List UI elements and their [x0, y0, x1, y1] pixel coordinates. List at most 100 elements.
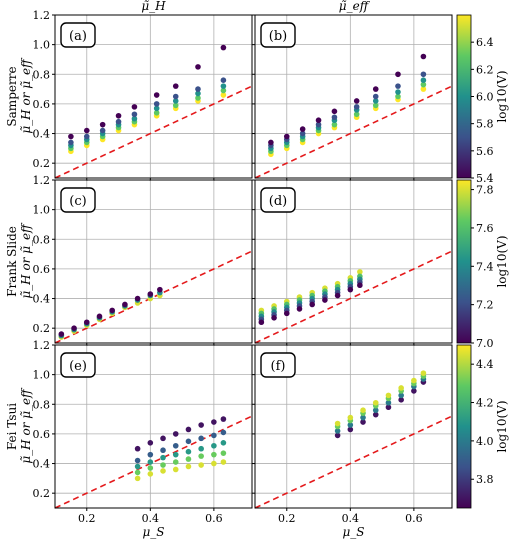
data-point	[372, 407, 379, 414]
y-tick-label: 1.0	[33, 204, 51, 217]
data-point	[220, 44, 227, 51]
data-point	[172, 442, 179, 449]
data-point	[185, 448, 192, 455]
data-point	[334, 428, 341, 434]
y-tick-label: 0.8	[33, 398, 51, 411]
x-tick-label: 0.6	[205, 512, 223, 525]
data-point	[420, 71, 427, 78]
data-point	[372, 93, 379, 100]
data-point	[157, 286, 163, 293]
data-point	[331, 108, 338, 115]
x-tick-label: 0.2	[78, 512, 96, 525]
y-tick-label: 1.2	[33, 339, 51, 352]
data-point	[398, 397, 404, 403]
data-point	[296, 306, 303, 312]
data-point	[372, 411, 379, 418]
colorbar: 5.4 5.6 5.8 6.0 6.2 6.4 log10(V)	[456, 14, 509, 185]
data-point	[131, 115, 138, 122]
data-point	[372, 86, 379, 92]
data-point	[322, 297, 328, 303]
data-point	[99, 127, 106, 134]
data-point	[147, 471, 154, 477]
column-title: μ̃_eff	[339, 0, 371, 13]
y-tick-label: 0.8	[33, 68, 51, 81]
data-point	[134, 457, 141, 464]
data-point	[172, 451, 179, 458]
data-point	[353, 104, 360, 110]
data-point	[83, 319, 90, 326]
data-point	[172, 102, 179, 109]
panel-e: 0.2 0.4 0.6 0.8 1.0 1.2 0.2 0.4 0.6 μ_S (e)	[33, 339, 253, 539]
colorbar-tick-label: 4.2	[476, 397, 494, 410]
row-label: Frank Slide	[5, 226, 19, 297]
data-point	[268, 139, 274, 146]
data-point	[385, 392, 392, 399]
colorbar-label: log10(V)	[495, 400, 509, 452]
data-point	[153, 110, 160, 116]
data-point	[420, 77, 427, 83]
colorbar-tick-label: 6.2	[476, 63, 494, 76]
panel-c: 0.2 0.4 0.6 0.8 1.0 1.2 (c)	[33, 174, 253, 346]
colorbar-label: log10(V)	[495, 70, 509, 122]
data-point	[347, 414, 354, 421]
data-point	[211, 432, 217, 439]
data-point	[385, 399, 392, 406]
data-point	[353, 98, 360, 104]
data-point	[153, 92, 160, 98]
colorbar-tick-label: 5.8	[476, 118, 494, 131]
reference-line-y-equals-x	[54, 85, 253, 179]
data-point	[83, 127, 90, 134]
panel-label: (c)	[69, 194, 86, 209]
y-tick-label: 1.2	[33, 174, 51, 187]
colorbar-tick-label: 7.0	[476, 337, 494, 350]
data-point	[360, 414, 366, 421]
panel-frame	[54, 179, 253, 344]
data-point	[211, 419, 217, 425]
colorbar-tick-label: 4.4	[476, 358, 494, 371]
data-point	[71, 325, 77, 331]
y-tick-label: 0.4	[33, 458, 51, 471]
data-point	[83, 133, 90, 140]
data-point	[220, 87, 227, 94]
data-point	[195, 64, 201, 70]
colorbar-gradient	[456, 179, 472, 344]
data-point	[185, 438, 192, 445]
y-tick-label: 1.0	[33, 39, 51, 52]
panel-frame	[254, 14, 453, 179]
data-point	[109, 307, 115, 314]
panel-label-box	[60, 352, 96, 378]
colorbar-tick-label: 7.2	[476, 299, 494, 312]
data-point	[147, 291, 154, 297]
data-point	[195, 86, 201, 92]
data-point	[395, 93, 401, 100]
data-point	[372, 98, 379, 104]
data-point	[172, 98, 179, 104]
colorbar-tick-label: 4.0	[476, 435, 494, 448]
colorbar-tick-label: 5.4	[476, 172, 494, 185]
colorbar-label: log10(V)	[495, 235, 509, 287]
panel-label-box	[60, 187, 96, 213]
reference-line-y-equals-x	[54, 415, 253, 509]
column-title: μ̃_H	[141, 0, 166, 13]
data-point	[420, 81, 427, 88]
data-point	[185, 456, 192, 462]
data-point	[147, 459, 154, 465]
colorbar-gradient	[456, 14, 472, 179]
data-point	[115, 112, 122, 119]
data-point	[334, 420, 341, 427]
y-tick-label: 0.6	[33, 263, 51, 276]
data-point	[160, 454, 166, 461]
data-point	[198, 462, 204, 468]
data-point	[160, 435, 166, 442]
data-point	[357, 282, 363, 289]
data-point	[195, 95, 201, 101]
data-point	[198, 435, 204, 442]
data-point	[258, 319, 265, 326]
x-axis-label: μ_S	[342, 525, 364, 539]
data-point	[68, 139, 74, 146]
data-point	[411, 388, 417, 394]
data-point	[347, 426, 354, 433]
data-point	[122, 301, 128, 308]
data-point	[131, 104, 138, 110]
data-point	[211, 460, 217, 467]
